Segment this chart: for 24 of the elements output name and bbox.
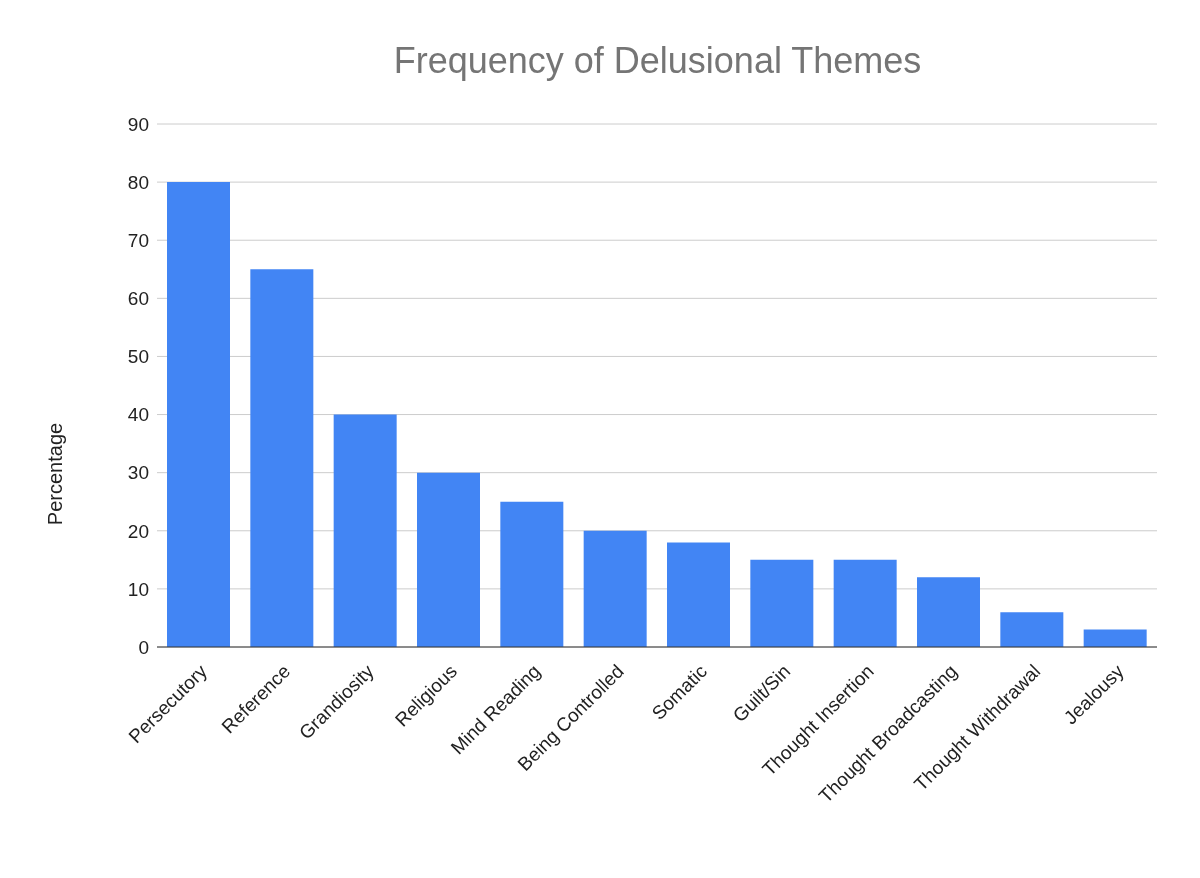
y-axis-title: Percentage — [43, 422, 67, 526]
y-tick-label: 50 — [127, 346, 149, 368]
bar — [167, 182, 230, 647]
bar — [750, 559, 814, 647]
bar — [667, 542, 730, 647]
bar — [500, 501, 564, 647]
y-tick-label: 60 — [127, 288, 149, 310]
bar — [1083, 629, 1147, 647]
y-tick-label: 30 — [127, 462, 149, 484]
y-tick-label: 80 — [127, 171, 149, 193]
y-tick-label: 70 — [127, 229, 149, 251]
bar — [833, 559, 897, 647]
bar — [417, 472, 480, 647]
bar — [250, 269, 314, 647]
bar — [917, 577, 980, 647]
bar — [583, 530, 647, 647]
y-tick-label: 10 — [127, 578, 149, 600]
y-tick-label: 0 — [138, 636, 149, 658]
bar — [333, 414, 397, 647]
chart-title: Frequency of Delusional Themes — [392, 40, 923, 82]
y-tick-label: 40 — [127, 404, 149, 426]
bar — [1000, 612, 1064, 647]
y-tick-label: 20 — [127, 520, 149, 542]
y-tick-label: 90 — [127, 113, 149, 135]
